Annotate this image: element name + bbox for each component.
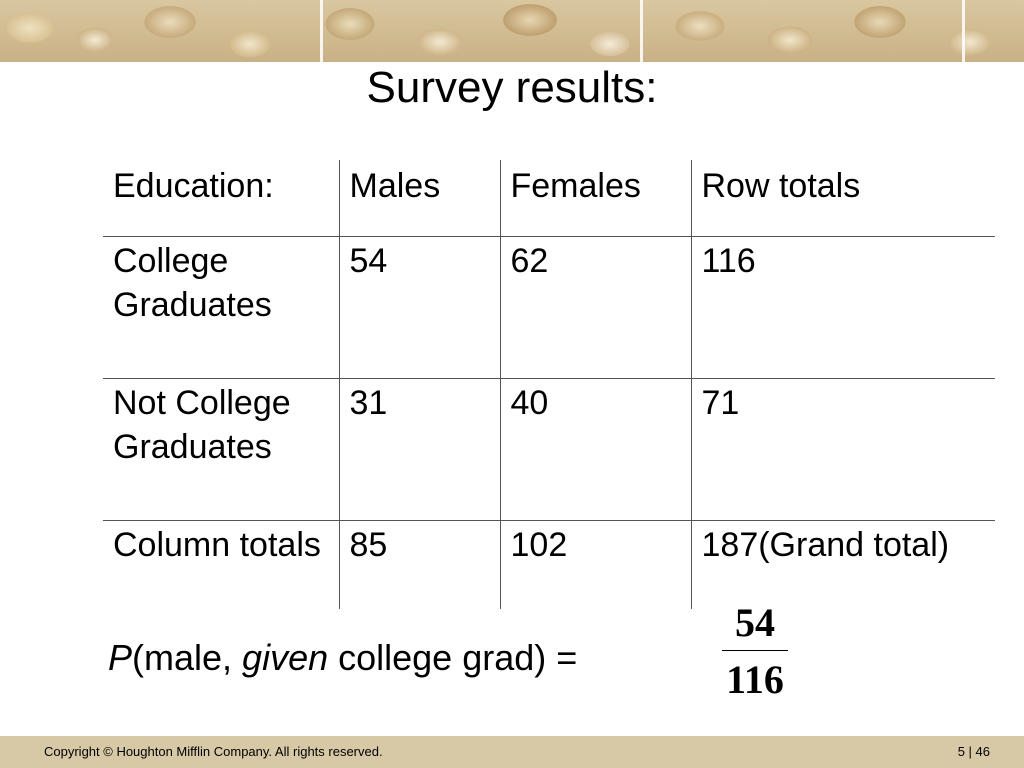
row-label-cell: College Graduates (103, 236, 339, 379)
table-cell: 116 (690, 236, 995, 379)
table-cell: 40 (499, 378, 691, 521)
slide-title: Survey results: (366, 63, 658, 112)
table-row: College Graduates 54 62 116 (103, 236, 995, 379)
table-cell: 102 (499, 520, 691, 609)
fraction-denominator: 116 (726, 657, 784, 702)
formula-p: P (108, 637, 133, 678)
page-number: 5 | 46 (957, 744, 990, 759)
banner-divider (320, 0, 323, 62)
survey-table: Education: Males Females Row totals Coll… (103, 160, 995, 609)
probability-formula: P(male, given college grad) = (108, 636, 577, 680)
row-label-cell: Not College Graduates (103, 378, 339, 521)
table-cell: 62 (499, 236, 691, 379)
header-cell: Row totals (690, 160, 995, 237)
table-row: Not College Graduates 31 40 71 (103, 378, 995, 521)
table-cell: 54 (338, 236, 500, 379)
header-cell: Education: (113, 167, 274, 205)
formula-given: given (242, 637, 329, 678)
table-header-row: Education: Males Females Row totals (103, 160, 995, 237)
row-label-cell: Column totals (103, 520, 339, 609)
table-cell: 187(Grand total) (690, 520, 995, 609)
formula-rest: college grad) = (328, 637, 578, 678)
table-cell: 85 (338, 520, 500, 609)
banner-divider (962, 0, 965, 62)
header-cell: Males (338, 160, 500, 237)
footer-bar: Copyright © Houghton Mifflin Company. Al… (0, 736, 1024, 768)
fraction-bar (722, 650, 788, 651)
copyright-text: Copyright © Houghton Mifflin Company. Al… (44, 744, 383, 759)
table-cell: 71 (690, 378, 995, 521)
header-cell: Females (499, 160, 691, 237)
table-cell: 31 (338, 378, 500, 521)
table-row: Column totals 85 102 187(Grand total) (103, 520, 995, 609)
shell-banner-image (0, 0, 1024, 62)
fraction-numerator: 54 (735, 600, 775, 645)
formula-open: (male, (132, 637, 243, 678)
fraction: 54 116 (722, 600, 788, 703)
banner-divider (640, 0, 643, 62)
